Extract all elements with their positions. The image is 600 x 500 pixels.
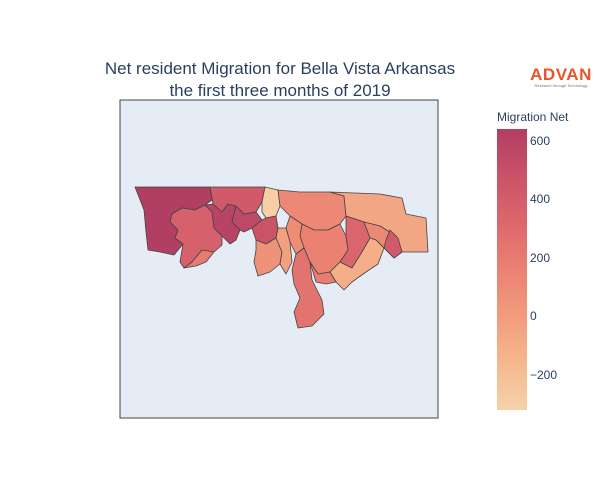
region-east-tail[interactable] (383, 229, 403, 259)
colorbar (497, 129, 527, 410)
chart-title-line1: Net resident Migration for Bella Vista A… (104, 59, 456, 78)
colorbar-tick-label: 600 (530, 133, 551, 148)
chart-title: Net resident Migration for Bella Vista A… (40, 58, 520, 102)
map-regions (134, 186, 429, 329)
region-west-lower-small[interactable] (183, 249, 215, 269)
colorbar-tick-label: 0 (530, 309, 537, 324)
logo-tagline: Research through Technology (534, 83, 588, 88)
advan-logo: ADVAN Research through Technology (526, 66, 596, 88)
region-south-column-left[interactable] (275, 227, 293, 275)
colorbar-tick-label: 400 (530, 192, 551, 207)
colorbar-title: Migration Net (497, 110, 569, 124)
logo-wordmark: ADVAN (530, 65, 592, 84)
colorbar-tick-label: −200 (530, 367, 558, 382)
region-center-left-lower[interactable] (253, 237, 283, 277)
chart-title-line2: the first three months of 2019 (169, 81, 391, 100)
colorbar-tick-label: 200 (530, 250, 551, 265)
colorbar-gradient (497, 129, 527, 410)
region-north-central[interactable] (261, 186, 281, 219)
region-center-middle[interactable] (309, 261, 337, 285)
